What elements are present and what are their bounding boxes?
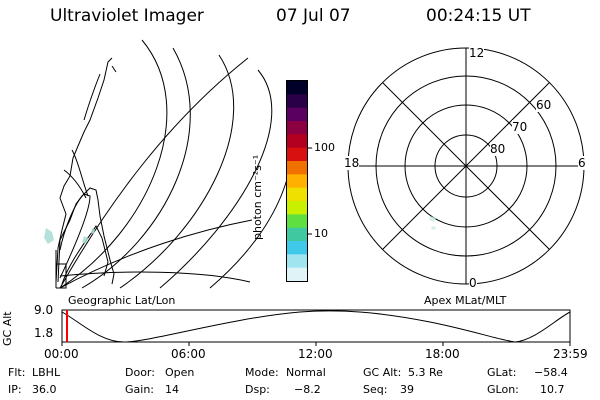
coast-6 bbox=[83, 65, 117, 121]
lat-arc-4 bbox=[159, 69, 273, 289]
seq-value: 39 bbox=[400, 383, 414, 396]
colorbar-band bbox=[287, 227, 307, 242]
door-label: Door: bbox=[125, 366, 155, 379]
mlt-label-12: 12 bbox=[469, 46, 485, 60]
coast-5 bbox=[63, 149, 89, 199]
mode-label: Mode: bbox=[245, 366, 279, 379]
ip-label: IP: bbox=[8, 383, 22, 396]
flt-value: LBHL bbox=[32, 366, 61, 379]
coast-4 bbox=[59, 193, 91, 279]
colorbar-ticks bbox=[307, 80, 315, 284]
colorbar-band bbox=[287, 174, 307, 189]
gc-alt-value: 5.3 Re bbox=[408, 366, 443, 379]
time-tick-1: 06:00 bbox=[171, 347, 206, 361]
alt-tick-low: 1.8 bbox=[34, 326, 54, 340]
colorbar-band bbox=[287, 214, 307, 229]
altitude-plot bbox=[61, 309, 571, 346]
colorbar-band bbox=[287, 267, 307, 282]
colorbar-band bbox=[287, 121, 307, 135]
colorbar-band bbox=[287, 241, 307, 255]
colorbar-unit: photon cm⁻²s⁻¹ bbox=[251, 154, 264, 240]
lat-label-70: 70 bbox=[512, 120, 528, 134]
polar-diagonal-2 bbox=[382, 82, 550, 250]
date-label: 07 Jul 07 bbox=[276, 6, 351, 26]
lon-line-2 bbox=[59, 219, 253, 289]
colorbar-gradient bbox=[287, 81, 307, 282]
dsp-label: Dsp: bbox=[245, 383, 270, 396]
polar-aurora-patches bbox=[429, 216, 436, 230]
glat-label: GLat: bbox=[487, 366, 517, 379]
colorbar-tick-10: 10 bbox=[314, 227, 328, 240]
aurora-patches bbox=[44, 228, 95, 244]
seq-label: Seq: bbox=[363, 383, 388, 396]
lat-arc-1 bbox=[59, 39, 168, 289]
coast-1 bbox=[55, 57, 113, 283]
colorbar-tick-marks bbox=[307, 147, 312, 235]
alt-tick-high: 9.0 bbox=[34, 303, 54, 317]
time-tick-0: 00:00 bbox=[44, 347, 79, 361]
ip-value: 36.0 bbox=[32, 383, 57, 396]
apex-label: Apex MLat/MLT bbox=[424, 294, 507, 307]
mode-value: Normal bbox=[286, 366, 326, 379]
mlt-label-6: 6 bbox=[578, 156, 586, 170]
lat-label-60: 60 bbox=[536, 98, 552, 112]
colorbar-band bbox=[287, 254, 307, 269]
colorbar-tick-100: 100 bbox=[314, 141, 335, 154]
polar-labels: 12 18 6 0 60 70 80 bbox=[340, 40, 592, 292]
lat-label-80: 80 bbox=[490, 142, 506, 156]
glon-label: GLon: bbox=[487, 383, 519, 396]
geographic-label: Geographic Lat/Lon bbox=[68, 294, 176, 307]
lon-line-3 bbox=[59, 271, 251, 283]
altitude-curve bbox=[61, 310, 571, 343]
dsp-value: −8.2 bbox=[294, 383, 321, 396]
instrument-title: Ultraviolet Imager bbox=[50, 6, 204, 26]
mlt-label-0: 0 bbox=[469, 276, 477, 290]
colorbar-band bbox=[287, 94, 307, 109]
colorbar-band bbox=[287, 187, 307, 202]
time-tick-3: 18:00 bbox=[425, 347, 460, 361]
colorbar-band bbox=[287, 147, 307, 162]
lat-arc-2 bbox=[81, 47, 191, 289]
time-label: 00:24:15 UT bbox=[426, 6, 531, 26]
colorbar-band bbox=[287, 134, 307, 149]
gain-label: Gain: bbox=[125, 383, 154, 396]
time-tick-2: 12:00 bbox=[298, 347, 333, 361]
lon-line-1 bbox=[59, 57, 249, 289]
time-tick-4: 23:59 bbox=[553, 347, 588, 361]
flt-label: Flt: bbox=[8, 366, 26, 379]
gc-alt-info-label: GC Alt: bbox=[363, 366, 402, 379]
coast-2 bbox=[57, 187, 115, 285]
glat-value: −58.4 bbox=[534, 366, 568, 379]
colorbar-band bbox=[287, 81, 307, 95]
station-box bbox=[56, 263, 67, 289]
gain-value: 14 bbox=[165, 383, 179, 396]
colorbar-band bbox=[287, 107, 307, 122]
colorbar bbox=[286, 80, 308, 282]
gc-alt-label: GC Alt bbox=[1, 311, 14, 346]
colorbar-band bbox=[287, 201, 307, 215]
glon-value: 10.7 bbox=[540, 383, 565, 396]
colorbar-band bbox=[287, 161, 307, 175]
lat-arc-3 bbox=[119, 54, 235, 289]
door-value: Open bbox=[165, 366, 195, 379]
mlt-label-18: 18 bbox=[344, 156, 360, 170]
